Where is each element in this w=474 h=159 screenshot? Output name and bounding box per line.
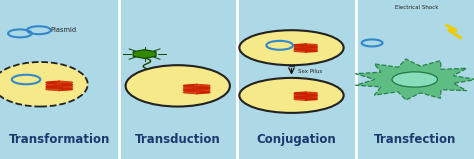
Text: Transduction: Transduction [135, 133, 220, 146]
Text: Transfection: Transfection [374, 133, 456, 146]
Text: Transformation: Transformation [9, 133, 110, 146]
Polygon shape [356, 59, 474, 100]
Text: Plasmid: Plasmid [51, 27, 77, 33]
Ellipse shape [0, 62, 88, 107]
Text: Sex Pilus: Sex Pilus [298, 69, 322, 74]
Ellipse shape [239, 78, 344, 113]
Polygon shape [133, 50, 156, 59]
Text: Conjugation: Conjugation [256, 133, 336, 146]
Text: Electrical Shock: Electrical Shock [395, 5, 439, 10]
Ellipse shape [126, 65, 230, 107]
Ellipse shape [239, 30, 344, 65]
Circle shape [392, 72, 438, 87]
